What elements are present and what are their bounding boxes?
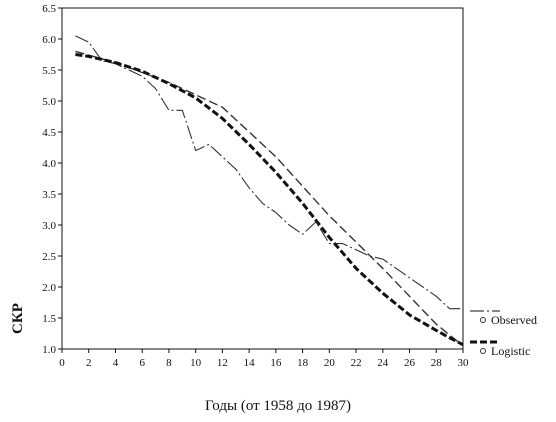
x-tick-label: 22 (351, 357, 362, 369)
x-tick-label: 0 (59, 357, 65, 369)
series-line-1 (75, 35, 463, 310)
y-tick-label: 2.0 (42, 282, 56, 294)
x-tick-label: 24 (377, 357, 389, 369)
x-tick-label: 28 (431, 357, 443, 369)
x-tick-label: 8 (166, 357, 172, 369)
x-tick-label: 10 (190, 357, 202, 369)
series-line-3 (75, 53, 464, 347)
y-tick-label: 6.5 (42, 3, 56, 15)
y-tick-label: 4.5 (42, 127, 56, 139)
legend-label-2: Logistic (491, 344, 530, 358)
plot-frame (61, 7, 464, 350)
x-tick-label: 12 (217, 357, 228, 369)
y-tick-label: 2.5 (42, 251, 56, 263)
legend-marker-2 (480, 348, 486, 354)
legend-label-1: Observed (491, 313, 537, 327)
legend-marker-1 (480, 317, 486, 323)
y-tick-label: 3.5 (42, 189, 56, 201)
x-tick-label: 14 (244, 357, 256, 369)
x-tick-label: 30 (458, 357, 470, 369)
y-tick-label: 5.5 (42, 65, 56, 77)
y-tick-label: 5.0 (42, 96, 56, 108)
x-tick-label: 18 (297, 357, 309, 369)
y-tick-label: 4.0 (42, 158, 56, 170)
y-tick-label: 1.5 (42, 313, 56, 325)
x-tick-label: 2 (86, 357, 92, 369)
y-tick-label: 1.0 (42, 344, 56, 356)
series-line-2 (75, 50, 464, 347)
x-tick-label: 20 (324, 357, 336, 369)
y-axis-label: СКР (10, 303, 26, 334)
x-tick-label: 26 (404, 357, 416, 369)
x-tick-label: 16 (270, 357, 282, 369)
x-tick-label: 4 (113, 357, 119, 369)
y-tick-label: 6.0 (42, 34, 56, 46)
x-tick-label: 6 (139, 357, 145, 369)
y-tick-label: 3.0 (42, 220, 56, 232)
x-axis-label: Годы (от 1958 до 1987) (204, 398, 352, 414)
